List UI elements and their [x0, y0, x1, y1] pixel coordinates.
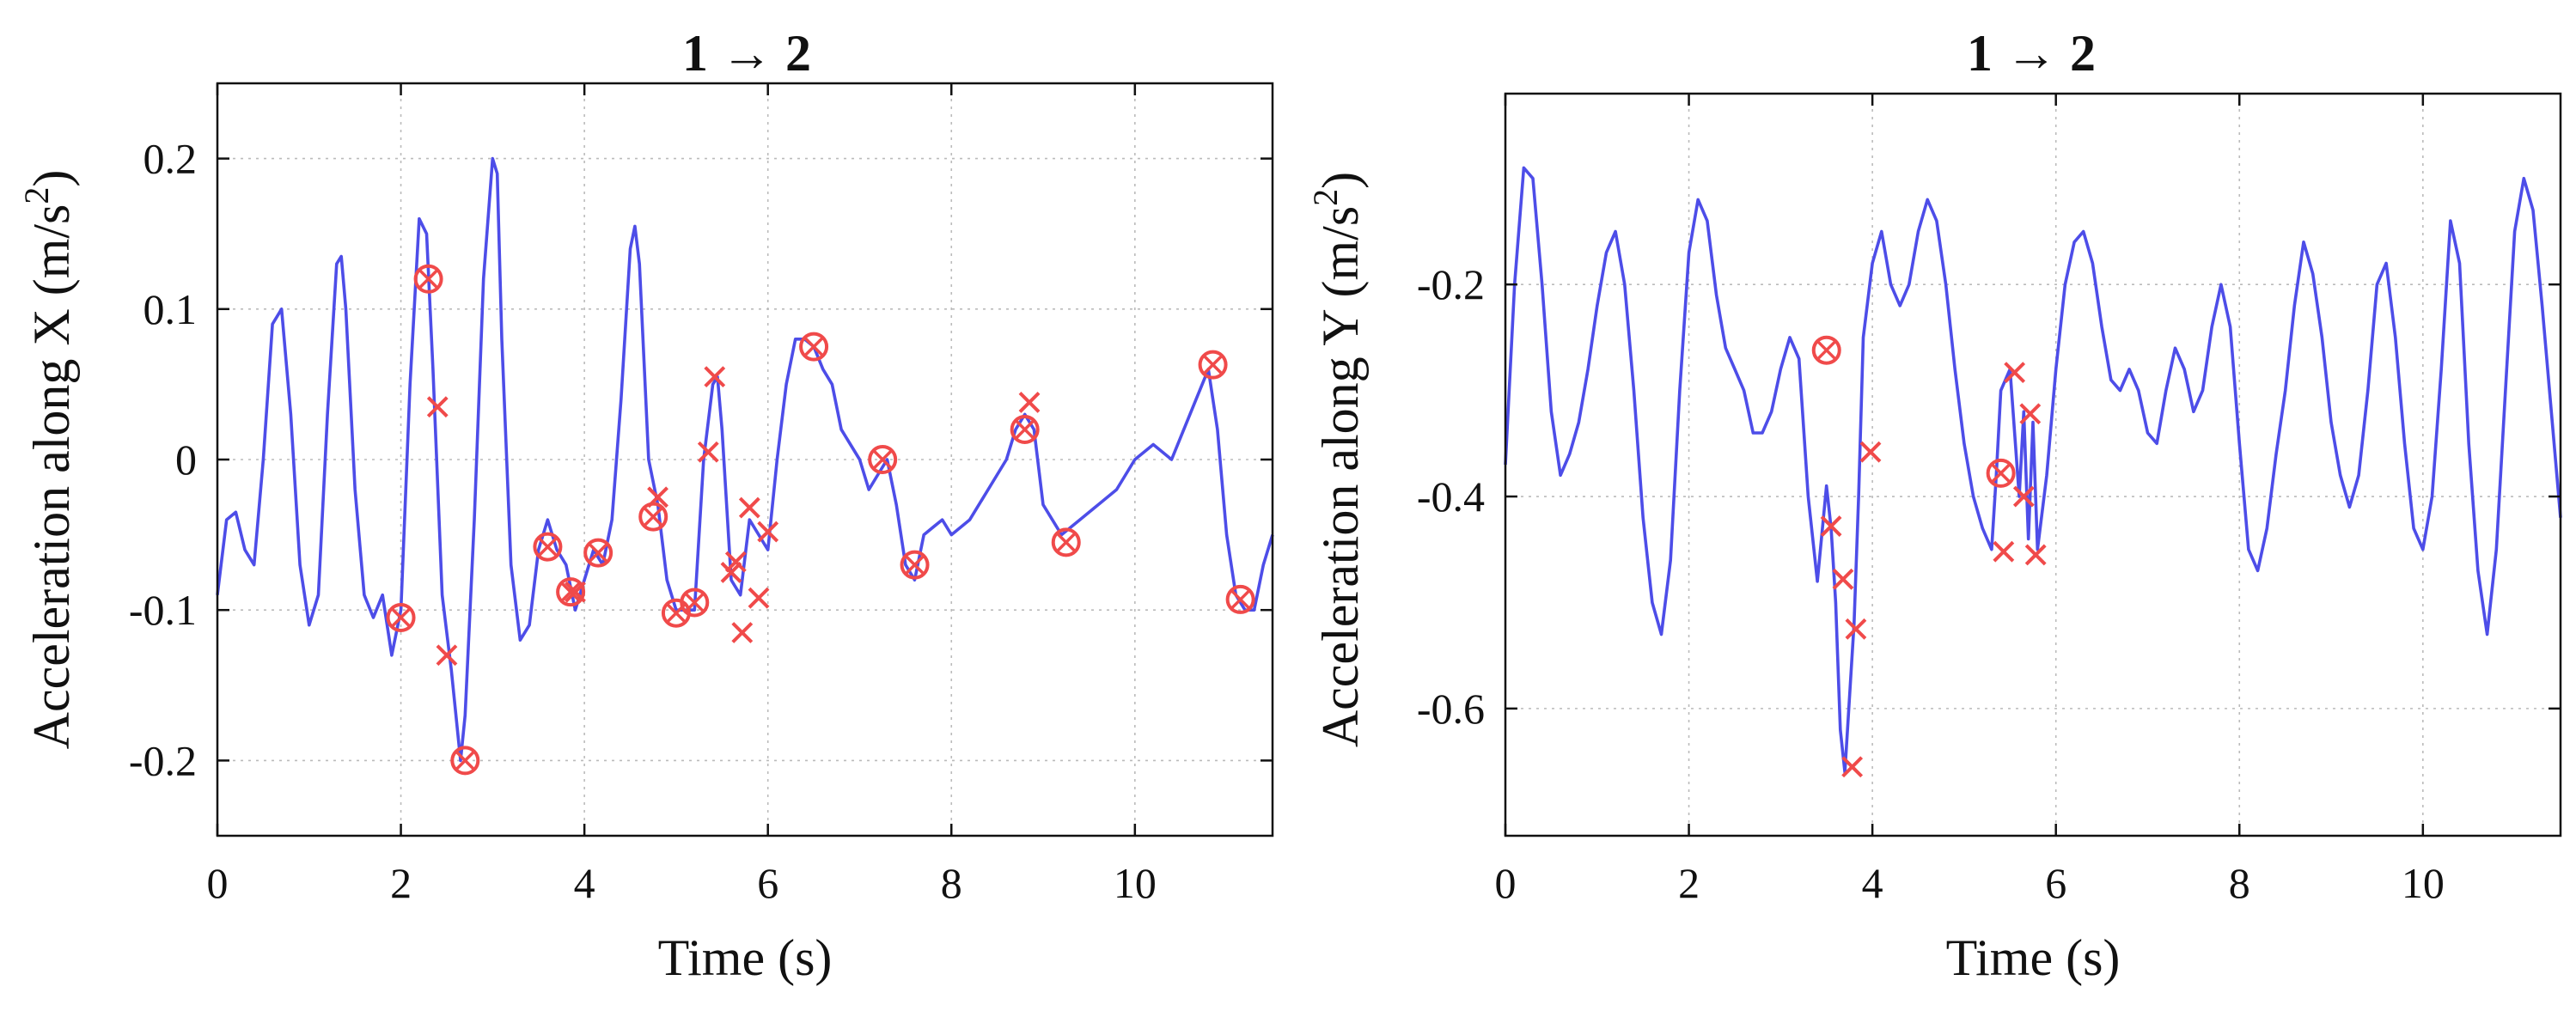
cross-marker: [436, 644, 458, 667]
marker-layer: [386, 264, 1255, 776]
x-tick-label: 4: [1862, 859, 1883, 907]
x-tick-label: 4: [574, 859, 595, 907]
cross-marker: [2004, 362, 2026, 384]
circle-x-marker: [533, 532, 563, 562]
x-axis-label: Time (s): [1946, 929, 2121, 986]
cross-marker: [1993, 540, 2015, 563]
cross-marker: [1859, 441, 1882, 463]
circle-x-marker: [1010, 414, 1040, 444]
x-tick-label: 6: [757, 859, 778, 907]
chart-panel-y-acceleration: 1 → 2 0 2 4 6 8 10 -0.6 -0.4 -0.2 Time (s) Accel…: [1306, 25, 2562, 986]
circle-x-marker: [1198, 350, 1228, 380]
chart-title: 1 → 2: [1967, 25, 2096, 82]
y-tick-label: -0.2: [1417, 260, 1485, 308]
tick-layer: 0 2 4 6 8 10 -0.6 -0.4 -0.2: [1417, 94, 2561, 907]
cross-marker: [1832, 568, 1854, 590]
cross-marker: [704, 366, 726, 388]
circle-x-marker: [1051, 527, 1081, 557]
series-layer: [1504, 166, 2562, 774]
cross-marker: [748, 587, 770, 609]
marker-layer: [1811, 335, 2047, 778]
cross-marker: [2019, 403, 2042, 425]
x-tick-label: 2: [1678, 859, 1700, 907]
cross-marker: [731, 622, 754, 643]
y-axis-label-main: Acceleration along X (m/s: [23, 204, 80, 750]
y-axis-label-superscript: 2: [1306, 189, 1345, 206]
y-axis-label: Acceleration along X (m/s2): [17, 170, 80, 750]
cross-marker: [697, 441, 719, 463]
cross-marker: [1841, 756, 1864, 778]
cross-marker: [2024, 544, 2047, 566]
x-tick-label: 0: [1495, 859, 1517, 907]
tick-layer: 0 2 4 6 8 10 -0.2 -0.1 0 0.1 0.2: [129, 83, 1273, 907]
circle-x-marker: [556, 577, 586, 607]
circle-x-marker: [900, 550, 930, 580]
cross-marker: [1845, 618, 1867, 640]
x-tick-label: 2: [390, 859, 412, 907]
series-line: [1504, 166, 2562, 774]
cross-marker: [720, 561, 742, 583]
y-axis-label-main: Acceleration along Y (m/s: [1312, 206, 1369, 747]
x-tick-label: 6: [2045, 859, 2066, 907]
y-tick-label: -0.6: [1417, 685, 1485, 733]
y-tick-label: 0.2: [143, 135, 198, 183]
cross-marker: [2012, 485, 2035, 508]
cross-marker: [426, 396, 449, 418]
circle-x-marker: [868, 445, 898, 474]
y-tick-label: -0.4: [1417, 472, 1485, 521]
cross-marker: [1820, 515, 1842, 538]
x-tick-label: 8: [2229, 859, 2250, 907]
series-line: [216, 156, 1274, 763]
y-tick-label: 0: [175, 435, 197, 484]
cross-marker: [647, 486, 668, 508]
circle-x-marker: [1986, 458, 2016, 488]
y-axis-label-close: ): [23, 170, 80, 187]
x-axis-label: Time (s): [658, 929, 833, 986]
circle-x-marker: [450, 746, 480, 776]
cross-marker: [565, 581, 586, 603]
y-axis-label-superscript: 2: [17, 187, 56, 204]
circle-x-marker: [413, 264, 443, 294]
y-tick-label: 0.1: [143, 285, 198, 333]
chart-title: 1 → 2: [682, 25, 811, 82]
cross-marker: [1018, 392, 1041, 413]
y-axis-label-close: ): [1312, 172, 1369, 189]
series-layer: [216, 156, 1274, 763]
circle-x-marker: [1811, 335, 1841, 365]
y-axis-label: Acceleration along Y (m/s2): [1306, 172, 1369, 747]
x-tick-label: 10: [2402, 859, 2445, 907]
x-tick-label: 0: [207, 859, 229, 907]
x-tick-label: 10: [1114, 859, 1157, 907]
circle-x-marker: [638, 502, 668, 532]
cross-marker: [757, 521, 779, 543]
circle-x-marker: [583, 538, 613, 568]
cross-marker: [724, 551, 747, 573]
x-tick-label: 8: [941, 859, 962, 907]
y-tick-label: -0.1: [129, 586, 197, 634]
circle-x-marker: [680, 588, 710, 618]
circle-x-marker: [799, 332, 829, 362]
y-tick-label: -0.2: [129, 736, 197, 784]
plot-frame: [1504, 92, 2562, 837]
cross-marker: [738, 496, 760, 519]
chart-panel-x-acceleration: 1 → 2 0 2 4 6 8 10 -0.2 -0.1 0 0.1 0.2 Time (s) Ac…: [17, 25, 1274, 986]
circle-x-marker: [1225, 584, 1255, 614]
circle-x-marker: [386, 602, 416, 632]
grid-layer: [217, 83, 1273, 836]
